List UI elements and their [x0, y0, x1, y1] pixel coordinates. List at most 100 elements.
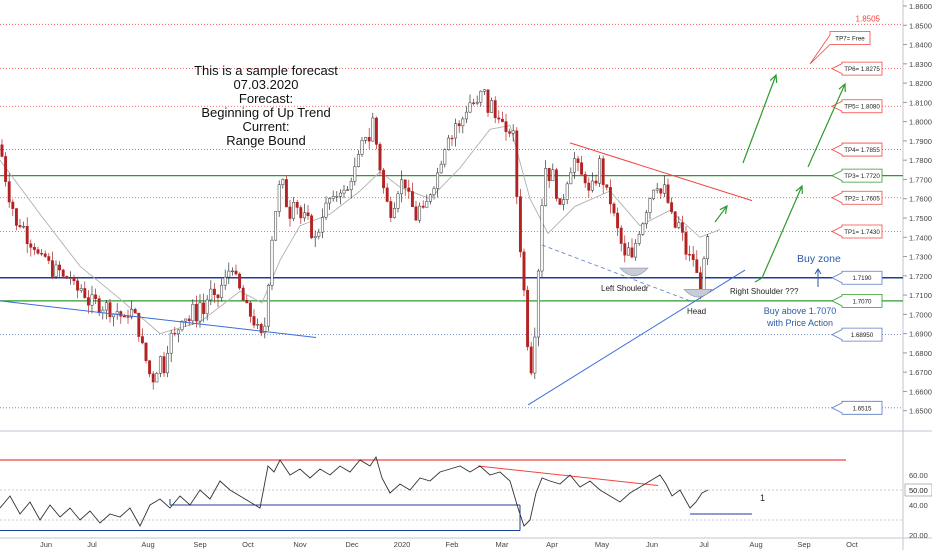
- time-tick-label: Sep: [797, 540, 810, 549]
- price-tick-label: 1.71000: [909, 291, 932, 300]
- candle-body: [151, 373, 155, 383]
- candle-body: [65, 276, 69, 279]
- level-callout: [831, 270, 883, 285]
- rsi-tick-label: 20.00: [909, 531, 928, 540]
- candle-body: [288, 206, 292, 219]
- candle-body: [371, 117, 375, 142]
- candle-body: [295, 201, 299, 208]
- candle-body: [313, 235, 317, 239]
- tp7-label: TP7= Free: [835, 36, 865, 43]
- candle-body: [623, 243, 627, 256]
- price-tick-label: 1.65000: [909, 407, 932, 416]
- candle-body: [299, 207, 303, 219]
- candle-body: [691, 254, 695, 260]
- candle-body: [284, 179, 288, 208]
- level-callout: [831, 190, 883, 205]
- candle-body: [11, 201, 15, 209]
- price-tick-label: 1.66000: [909, 387, 932, 396]
- candle-body: [389, 201, 393, 218]
- candle-body: [230, 270, 234, 273]
- price-tick-label: 1.67000: [909, 368, 932, 377]
- candle-body: [551, 169, 555, 182]
- candle-body: [22, 226, 26, 228]
- candle-body: [266, 284, 270, 327]
- time-tick-label: Feb: [446, 540, 459, 549]
- candle-body: [198, 302, 202, 322]
- candle-body: [558, 198, 562, 205]
- price-tick-label: 1.86000: [909, 2, 932, 11]
- candle-body: [4, 156, 8, 182]
- price-tick-label: 1.74000: [909, 233, 932, 242]
- price-tick-label: 1.73000: [909, 253, 932, 262]
- candle-body: [76, 280, 80, 291]
- candle-body: [68, 277, 72, 279]
- neckline-dashed: [541, 244, 691, 302]
- candle-body: [608, 187, 612, 205]
- level-label: 1.7190: [853, 275, 872, 282]
- candle-body: [245, 299, 249, 304]
- candle-body: [385, 187, 389, 202]
- candle-body: [554, 169, 558, 199]
- candle-body: [454, 123, 458, 139]
- candle-body: [400, 179, 404, 195]
- candle-body: [180, 320, 184, 331]
- candle-body: [306, 212, 310, 216]
- time-tick-label: Jun: [646, 540, 658, 549]
- candle-body: [698, 272, 702, 290]
- candle-body: [0, 144, 4, 157]
- candle-body: [320, 217, 324, 233]
- level-callout: [831, 224, 883, 239]
- candle-body: [364, 137, 368, 141]
- rsi-divergence-line: [477, 465, 659, 486]
- candle-body: [335, 196, 339, 198]
- candle-body: [216, 294, 220, 298]
- price-tick-label: 1.82000: [909, 79, 932, 88]
- time-tick-label: Aug: [749, 540, 762, 549]
- time-tick-label: Oct: [846, 540, 859, 549]
- rsi-marker-label: 1: [760, 493, 765, 503]
- level-label: 1.7070: [853, 298, 872, 305]
- candle-body: [522, 251, 526, 291]
- level-label-1-8505: 1.8505: [856, 14, 881, 23]
- candle-body: [637, 234, 641, 244]
- candle-body: [464, 111, 468, 120]
- candle-body: [446, 137, 450, 150]
- level-callout: [831, 99, 883, 114]
- candle-body: [122, 316, 126, 318]
- candle-body: [7, 181, 11, 203]
- candle-body: [652, 189, 656, 199]
- buy-zone-arrow-head: [814, 268, 822, 275]
- candle-body: [137, 312, 141, 337]
- candle-body: [601, 158, 605, 185]
- head-label: Head: [687, 307, 706, 316]
- rsi-line: [0, 455, 709, 527]
- candle-body: [439, 163, 443, 174]
- candle-body: [421, 205, 425, 208]
- candle-body: [511, 130, 515, 134]
- time-tick-label: 2020: [394, 540, 411, 549]
- candle-body: [263, 325, 267, 334]
- candle-body: [673, 211, 677, 228]
- candle-body: [630, 247, 634, 258]
- candle-body: [493, 100, 497, 119]
- candle-body: [374, 117, 378, 145]
- candle-body: [79, 288, 83, 291]
- candle-body: [238, 273, 242, 289]
- price-tick-label: 1.78000: [909, 156, 932, 165]
- head-marker: [683, 289, 713, 298]
- candle-body: [515, 130, 519, 197]
- candle-body: [234, 270, 238, 275]
- candle-body: [407, 187, 411, 192]
- candle-body: [475, 101, 479, 104]
- candle-body: [220, 284, 224, 298]
- candle-body: [36, 249, 40, 254]
- price-tick-label: 1.80000: [909, 118, 932, 127]
- price-tick-label: 1.84000: [909, 41, 932, 50]
- time-tick-label: Jul: [87, 540, 97, 549]
- candle-body: [702, 258, 706, 290]
- candle-body: [94, 294, 98, 299]
- candle-body: [140, 336, 144, 344]
- rsi-current-box: [904, 483, 932, 497]
